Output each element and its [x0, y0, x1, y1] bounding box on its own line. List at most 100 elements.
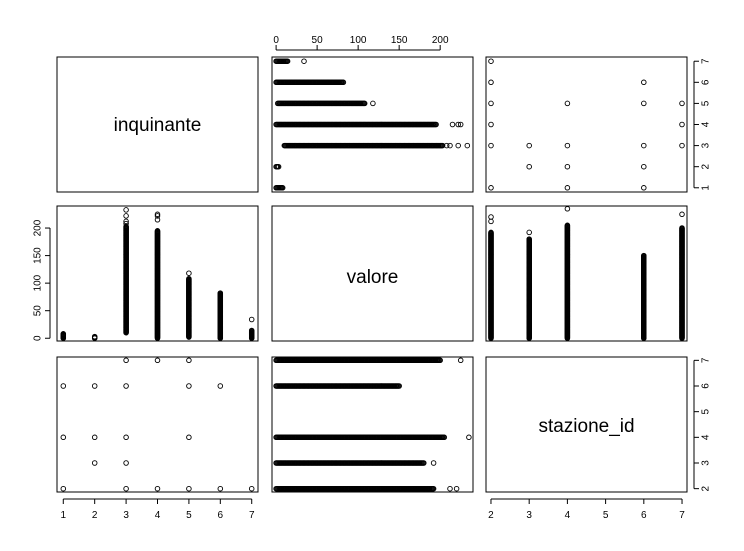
- point-inquinante-stazione: [641, 185, 647, 191]
- point-valore-inquinante: [123, 213, 129, 219]
- point-stazione-inquinante: [154, 357, 161, 364]
- point-inquinante-valore: [443, 142, 450, 149]
- diag-label-valore: valore: [347, 267, 399, 288]
- tick-label-bottom-inquinante-2: 2: [92, 510, 98, 521]
- point-valore-inquinante: [248, 327, 255, 334]
- point-stazione-inquinante: [91, 434, 98, 441]
- point-stazione-inquinante: [123, 485, 129, 492]
- point-stazione-inquinante: [154, 485, 161, 492]
- tick-label-bottom-stazione_id-6: 6: [641, 510, 647, 521]
- diag-label-stazione-id: stazione_id: [538, 416, 634, 437]
- panel-1-2: [271, 56, 474, 193]
- point-inquinante-valore: [457, 121, 464, 128]
- tick-label-top-valore-50: 50: [312, 35, 324, 46]
- point-valore-inquinante: [217, 290, 224, 296]
- point-inquinante-stazione: [488, 79, 494, 86]
- point-inquinante-valore: [370, 100, 376, 107]
- point-valore-stazione: [641, 252, 647, 259]
- tick-label-bottom-inquinante-7: 7: [249, 510, 255, 521]
- point-inquinante-valore: [433, 121, 439, 128]
- point-stazione-valore: [447, 485, 453, 492]
- point-valore-inquinante: [123, 218, 129, 225]
- point-stazione-inquinante: [186, 485, 192, 492]
- point-valore-stazione: [488, 214, 494, 220]
- panel-3-2: [271, 356, 474, 493]
- point-inquinante-stazione: [564, 185, 571, 191]
- point-stazione-inquinante: [60, 383, 67, 389]
- point-inquinante-valore: [279, 185, 286, 191]
- tick-label-right-inquinante-4: 4: [701, 121, 712, 127]
- point-stazione-inquinante: [123, 383, 129, 389]
- tick-label-right-stazione_id-3: 3: [701, 460, 712, 466]
- point-valore-stazione: [564, 222, 571, 229]
- point-stazione-inquinante: [217, 383, 224, 389]
- point-valore-inquinante: [91, 333, 98, 340]
- point-valore-inquinante: [248, 316, 255, 323]
- point-inquinante-stazione: [488, 121, 494, 128]
- point-stazione-valore: [421, 460, 427, 466]
- tick-label-bottom-inquinante-6: 6: [218, 510, 224, 521]
- point-stazione-valore: [466, 434, 472, 441]
- tick-label-right-stazione_id-4: 4: [701, 434, 712, 440]
- point-inquinante-stazione: [564, 142, 571, 149]
- point-inquinante-stazione: [679, 100, 685, 107]
- point-stazione-valore: [453, 485, 460, 492]
- point-stazione-valore: [437, 357, 443, 364]
- point-inquinante-stazione: [641, 100, 647, 107]
- point-inquinante-valore: [340, 79, 347, 86]
- diagonal-labels: inquinante valore stazione_id: [114, 115, 635, 437]
- tick-label-right-stazione_id-2: 2: [701, 485, 712, 491]
- tick-label-top-valore-100: 100: [350, 35, 367, 46]
- point-valore-stazione: [679, 225, 685, 231]
- tick-label-right-inquinante-6: 6: [701, 79, 712, 85]
- tick-label-top-valore-150: 150: [391, 35, 408, 46]
- point-stazione-inquinante: [123, 460, 129, 466]
- tick-label-right-inquinante-1: 1: [701, 185, 712, 191]
- point-valore-inquinante: [123, 207, 129, 213]
- tick-label-bottom-inquinante-1: 1: [61, 510, 67, 521]
- tick-label-right-inquinante-2: 2: [701, 163, 712, 169]
- tick-label-right-stazione_id-5: 5: [701, 408, 712, 414]
- point-stazione-inquinante: [91, 460, 98, 466]
- point-valore-inquinante: [154, 228, 161, 234]
- tick-label-bottom-stazione_id-7: 7: [679, 510, 685, 521]
- point-stazione-inquinante: [217, 485, 224, 492]
- tick-label-right-stazione_id-6: 6: [701, 383, 712, 389]
- point-stazione-valore: [396, 383, 402, 389]
- panel-2-2: [271, 205, 474, 342]
- point-valore-stazione: [488, 229, 494, 236]
- point-inquinante-stazione: [641, 79, 647, 86]
- panel-3-3: [485, 356, 688, 493]
- tick-label-right-inquinante-5: 5: [701, 100, 712, 106]
- tick-label-bottom-inquinante-5: 5: [186, 510, 192, 521]
- point-valore-stazione: [488, 218, 494, 225]
- point-inquinante-stazione: [488, 100, 494, 107]
- point-stazione-inquinante: [248, 485, 255, 492]
- point-valore-inquinante: [186, 275, 192, 282]
- point-stazione-inquinante: [60, 434, 67, 441]
- tick-label-bottom-stazione_id-4: 4: [565, 510, 571, 521]
- point-inquinante-valore: [439, 142, 446, 149]
- point-inquinante-stazione: [526, 163, 532, 170]
- point-valore-inquinante: [154, 213, 161, 219]
- tick-label-bottom-inquinante-4: 4: [155, 510, 161, 521]
- tick-label-bottom-inquinante-3: 3: [123, 510, 129, 521]
- point-inquinante-stazione: [679, 121, 685, 128]
- tick-label-top-valore-0: 0: [273, 35, 279, 46]
- point-stazione-valore: [457, 357, 464, 364]
- point-stazione-inquinante: [123, 434, 129, 441]
- point-inquinante-stazione: [526, 142, 532, 149]
- point-inquinante-stazione: [564, 163, 571, 170]
- panel-2-3: [485, 205, 688, 342]
- tick-label-right-stazione_id-7: 7: [701, 357, 712, 363]
- point-inquinante-stazione: [564, 100, 571, 107]
- point-stazione-valore: [430, 460, 437, 466]
- tick-label-left-valore-200: 200: [33, 219, 44, 236]
- point-inquinante-valore: [361, 100, 368, 107]
- point-valore-stazione: [526, 229, 532, 236]
- point-stazione-valore: [441, 434, 448, 441]
- point-inquinante-valore: [455, 142, 461, 149]
- point-valore-inquinante: [154, 217, 161, 223]
- tick-label-right-inquinante-7: 7: [701, 58, 712, 64]
